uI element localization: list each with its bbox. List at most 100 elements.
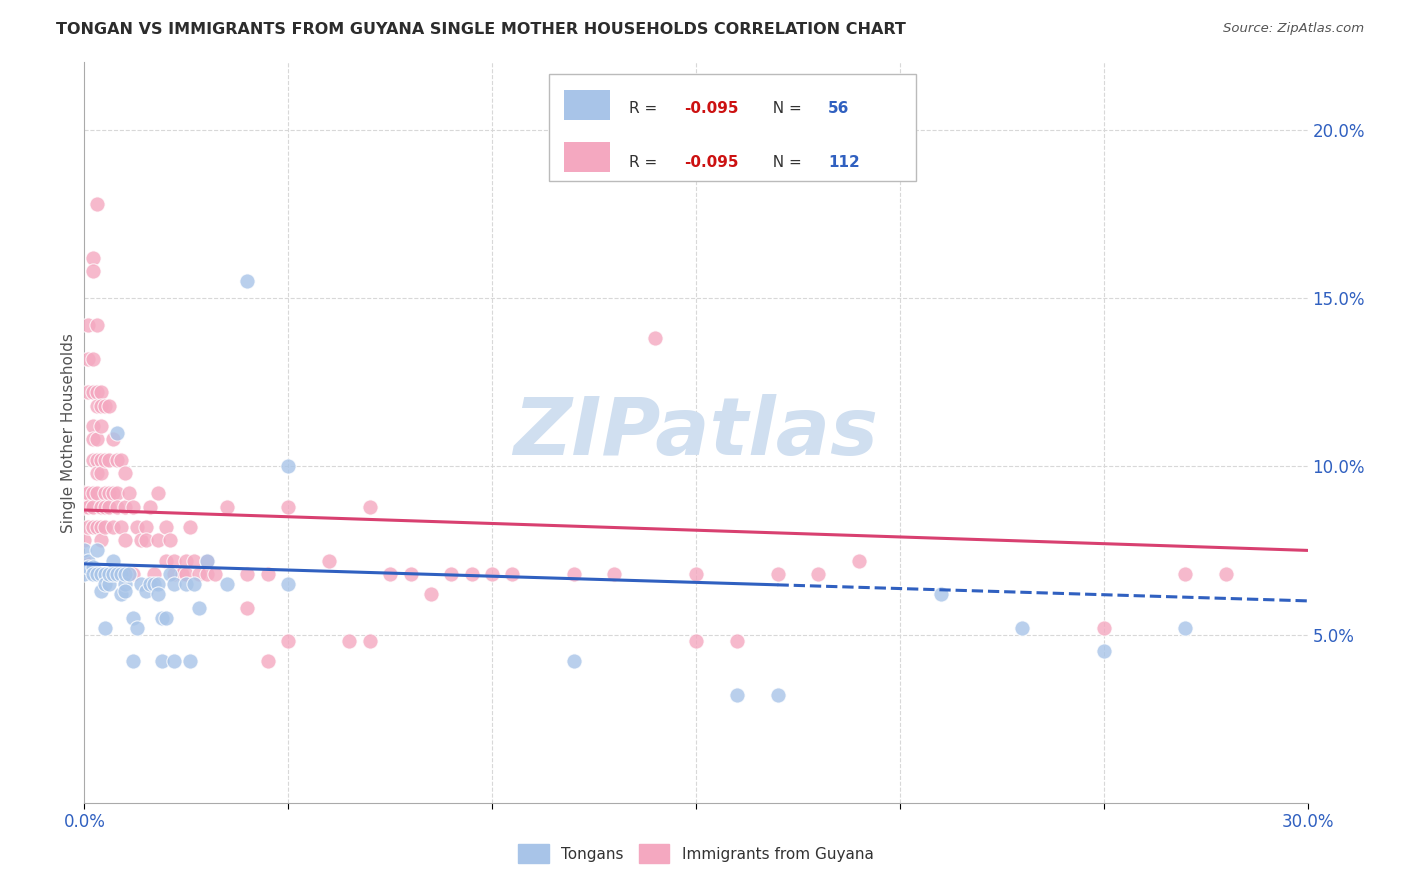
Point — [105, 425, 128, 440]
Point — [93, 399, 115, 413]
Point — [766, 566, 789, 581]
Point — [122, 566, 145, 581]
Point — [97, 566, 120, 581]
Point — [159, 533, 181, 548]
Bar — [564, 143, 610, 172]
Point — [277, 634, 299, 648]
Point — [440, 566, 463, 581]
Point — [150, 655, 173, 669]
Point — [77, 385, 100, 400]
Text: N =: N = — [763, 154, 807, 169]
Point — [105, 486, 128, 500]
Point — [82, 433, 104, 447]
Point — [146, 587, 169, 601]
Point — [155, 610, 177, 624]
Point — [131, 533, 153, 548]
Point — [195, 553, 218, 567]
Point — [114, 583, 136, 598]
Point — [1011, 621, 1033, 635]
Text: R =: R = — [628, 101, 662, 116]
Point — [257, 655, 280, 669]
Point — [122, 500, 145, 514]
Point — [399, 566, 422, 581]
Point — [929, 587, 952, 601]
Point — [97, 577, 120, 591]
Point — [105, 452, 128, 467]
Point — [502, 566, 524, 581]
Point — [114, 466, 136, 480]
Point — [174, 577, 197, 591]
Point — [114, 566, 136, 581]
Point — [110, 452, 132, 467]
Point — [236, 566, 259, 581]
Text: Source: ZipAtlas.com: Source: ZipAtlas.com — [1223, 22, 1364, 36]
Point — [118, 486, 141, 500]
Point — [90, 533, 112, 548]
Point — [277, 459, 299, 474]
Point — [163, 577, 186, 591]
Point — [105, 500, 128, 514]
Text: -0.095: -0.095 — [683, 101, 738, 116]
Point — [77, 318, 100, 332]
Point — [93, 621, 115, 635]
Legend: Tongans, Immigrants from Guyana: Tongans, Immigrants from Guyana — [512, 838, 880, 869]
Y-axis label: Single Mother Households: Single Mother Households — [60, 333, 76, 533]
Point — [135, 520, 157, 534]
Point — [82, 351, 104, 366]
Point — [318, 553, 340, 567]
Point — [101, 433, 124, 447]
Point — [86, 196, 108, 211]
Point — [101, 486, 124, 500]
Point — [725, 634, 748, 648]
Point — [97, 500, 120, 514]
Point — [562, 566, 585, 581]
Point — [93, 486, 115, 500]
Point — [93, 500, 115, 514]
Point — [766, 688, 789, 702]
Point — [195, 566, 218, 581]
Point — [90, 466, 112, 480]
Point — [187, 566, 209, 581]
Point — [73, 533, 96, 548]
Point — [217, 577, 239, 591]
Point — [725, 688, 748, 702]
Point — [105, 566, 128, 581]
Point — [127, 520, 149, 534]
Point — [142, 577, 165, 591]
Point — [127, 621, 149, 635]
Point — [114, 533, 136, 548]
Point — [131, 577, 153, 591]
Point — [1092, 644, 1115, 658]
Point — [138, 500, 160, 514]
Point — [77, 351, 100, 366]
Point — [77, 520, 100, 534]
Point — [77, 500, 100, 514]
Point — [90, 399, 112, 413]
Point — [86, 566, 108, 581]
Point — [146, 533, 169, 548]
Point — [86, 399, 108, 413]
Point — [77, 553, 100, 567]
Point — [77, 486, 100, 500]
Point — [118, 566, 141, 581]
Point — [204, 566, 226, 581]
Point — [73, 543, 96, 558]
Point — [146, 577, 169, 591]
Point — [82, 520, 104, 534]
Point — [562, 655, 585, 669]
Text: ZIPatlas: ZIPatlas — [513, 393, 879, 472]
Point — [82, 418, 104, 433]
Point — [195, 553, 218, 567]
Point — [155, 553, 177, 567]
Point — [82, 486, 104, 500]
Point — [172, 566, 194, 581]
Text: R =: R = — [628, 154, 662, 169]
Point — [82, 566, 104, 581]
Point — [420, 587, 443, 601]
Point — [73, 566, 96, 581]
Text: 112: 112 — [828, 154, 860, 169]
Bar — [564, 90, 610, 120]
Point — [122, 655, 145, 669]
Point — [73, 553, 96, 567]
Point — [179, 655, 201, 669]
